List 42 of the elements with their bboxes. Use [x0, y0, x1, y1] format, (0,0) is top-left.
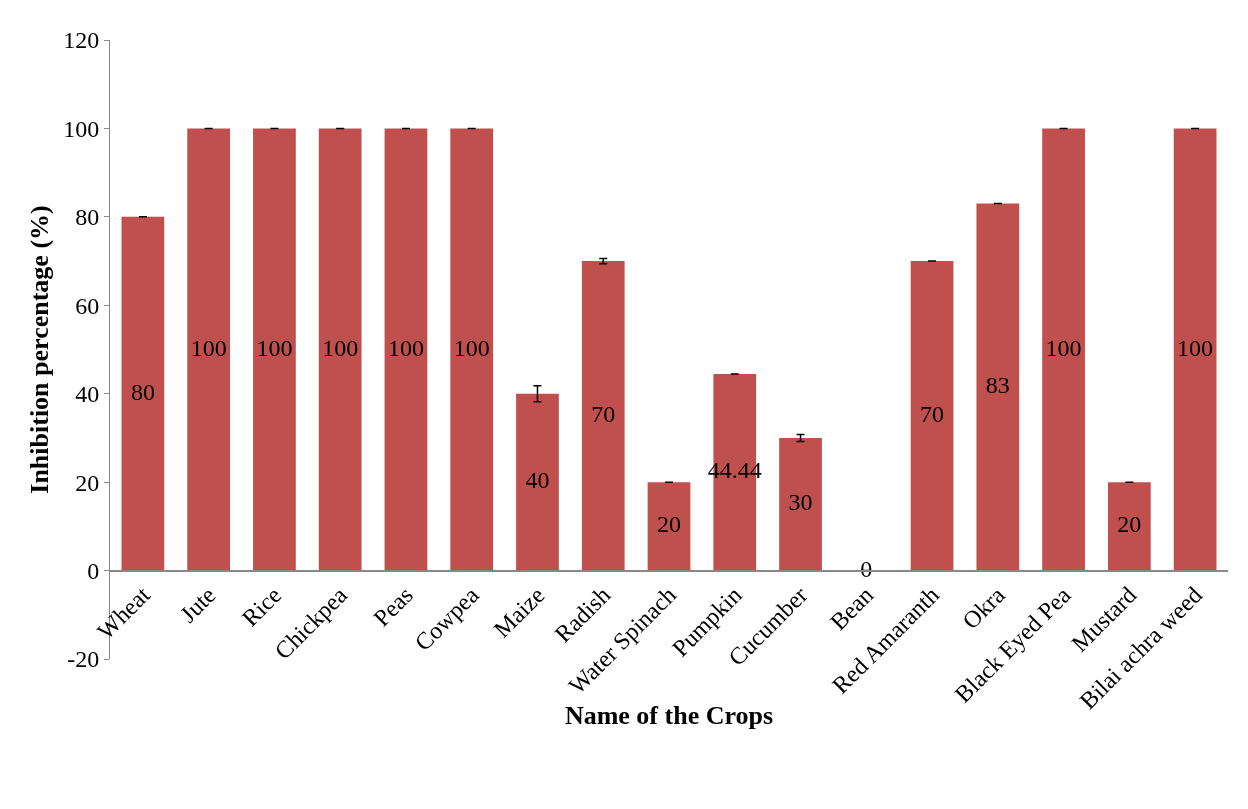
data-label: 20: [1117, 511, 1142, 538]
data-label: 70: [920, 400, 945, 427]
bar: [1107, 482, 1151, 571]
data-label: 30: [788, 489, 813, 516]
bar: [779, 437, 822, 571]
data-label: 100: [453, 334, 490, 361]
bar: [384, 128, 428, 571]
data-label: 40: [525, 467, 550, 494]
data-label: 100: [1177, 334, 1214, 361]
bar: [516, 393, 559, 571]
data-label: 70: [591, 400, 616, 427]
data-label: 100: [1045, 334, 1082, 361]
bar: [976, 203, 1020, 571]
y-tick-label: 120: [63, 27, 100, 54]
data-label: 83: [985, 372, 1010, 399]
bar: [1173, 128, 1217, 571]
x-tick-label: Peas: [368, 581, 418, 632]
y-tick-label: 20: [75, 469, 100, 496]
data-label: 100: [322, 334, 359, 361]
y-axis-title: Inhibition percentage (%): [25, 205, 54, 494]
bar: [187, 128, 231, 571]
bar: [450, 128, 494, 571]
data-label: 100: [256, 334, 293, 361]
bar: [910, 261, 954, 571]
x-tick-label: Jute: [174, 581, 221, 628]
data-label: 100: [387, 334, 424, 361]
x-axis-title: Name of the Crops: [564, 701, 774, 731]
bar: [253, 128, 296, 571]
y-tick-label: 0: [87, 557, 100, 584]
bar: [318, 128, 362, 571]
y-tick-label: 80: [75, 204, 100, 231]
data-label: 80: [130, 378, 155, 405]
data-label: 20: [657, 511, 681, 538]
bar: [1042, 128, 1085, 571]
y-tick-label: 40: [75, 381, 100, 408]
bar: [581, 261, 625, 571]
bar: [647, 482, 691, 571]
y-tick-label: 60: [75, 292, 100, 319]
y-tick-label: -20: [67, 646, 100, 673]
data-label: 100: [190, 334, 227, 361]
y-tick-label: 100: [63, 115, 100, 142]
bar: [121, 216, 165, 571]
